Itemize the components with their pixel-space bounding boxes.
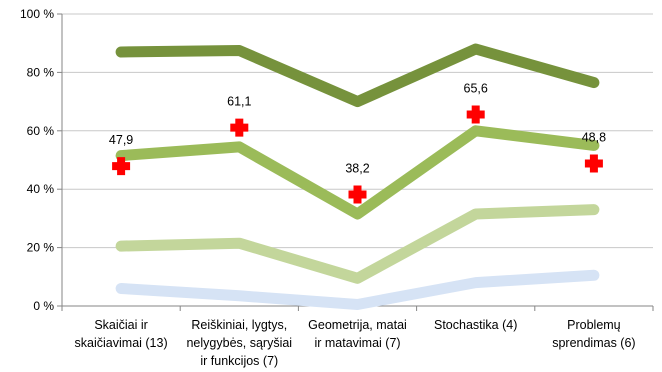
- x-category-label-line: Stochastika (4): [434, 318, 517, 332]
- x-category-label-line: nelygybės, sąryšiai: [186, 336, 292, 350]
- data-label: 65,6: [464, 81, 488, 95]
- x-category-label: Stochastika (4): [434, 318, 517, 332]
- y-tick-label: 100 %: [20, 7, 54, 21]
- data-markers: [112, 105, 603, 204]
- axes: 0 % 20 % 40 % 60 % 80 % 100 % Skaičiai ir skaič…: [20, 7, 654, 368]
- y-tick-label: 0 %: [33, 299, 54, 313]
- series-line: [115, 204, 600, 284]
- x-category-label-line: skaičiavimai (13): [75, 336, 168, 350]
- data-label: 61,1: [227, 95, 251, 109]
- y-tick-label: 80 %: [27, 65, 55, 79]
- plus-marker: [348, 185, 367, 204]
- y-tick-label: 40 %: [27, 182, 55, 196]
- series-line: [115, 43, 600, 108]
- x-category-label: Geometrija, matai ir matavimai (7): [308, 318, 407, 350]
- series-lines: [115, 43, 600, 310]
- data-label: 48,8: [582, 131, 606, 145]
- x-category-label: Reiškiniai, lygtys, nelygybės, sąryšiai ir…: [186, 318, 292, 368]
- x-category-label: Problemų sprendimas (6): [552, 318, 635, 350]
- x-category-label-line: sprendimas (6): [552, 336, 635, 350]
- plus-marker: [230, 118, 249, 137]
- data-label: 38,2: [345, 161, 369, 175]
- data-label: 47,9: [109, 133, 133, 147]
- y-tick-label: 60 %: [27, 124, 55, 138]
- series-line: [115, 125, 600, 220]
- series-line: [115, 269, 600, 310]
- data-labels: 47,9 61,1 38,2 65,6 48,8: [109, 81, 606, 175]
- plus-marker: [112, 157, 131, 176]
- x-category-label-line: ir funkcijos (7): [200, 354, 278, 368]
- x-category-label-line: ir matavimai (7): [314, 336, 400, 350]
- plus-marker: [466, 105, 485, 124]
- plus-marker: [584, 154, 603, 173]
- y-tick-label: 20 %: [27, 241, 55, 255]
- x-category-label-line: Problemų: [567, 318, 621, 332]
- x-category-label-line: Geometrija, matai: [308, 318, 407, 332]
- x-category-label-line: Reiškiniai, lygtys,: [191, 318, 287, 332]
- x-category-label: Skaičiai ir skaičiavimai (13): [75, 318, 168, 350]
- x-category-label-line: Skaičiai ir: [94, 318, 148, 332]
